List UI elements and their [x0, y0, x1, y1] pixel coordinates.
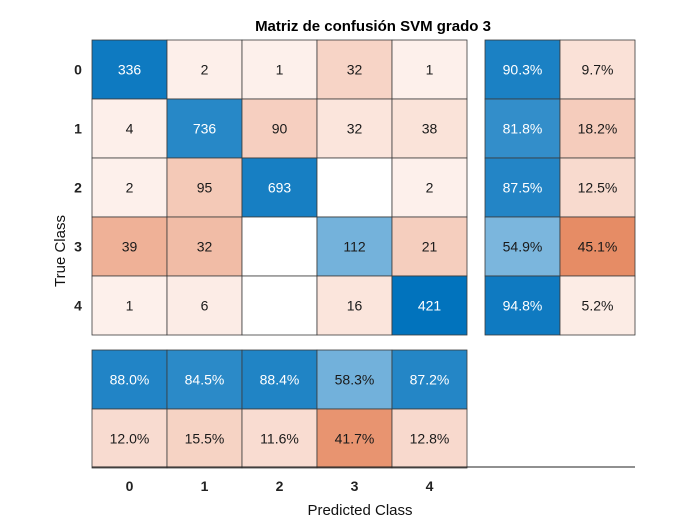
- row-summary-correct-cell: [484, 216, 561, 277]
- y-axis-label: True Class: [52, 215, 69, 287]
- column-summary-incorrect-cell: [91, 408, 168, 469]
- matrix-cell: [241, 216, 318, 277]
- column-summary-incorrect-value: 12.0%: [110, 431, 150, 447]
- row-summary-correct-value: 54.9%: [503, 239, 543, 255]
- matrix-cell-value: 21: [422, 239, 438, 255]
- row-summary-correct-cell: [484, 275, 561, 336]
- matrix-cell-value: 2: [126, 180, 134, 196]
- y-tick-label: 2: [74, 180, 82, 196]
- y-tick-label: 4: [74, 298, 82, 314]
- matrix-cell: [166, 157, 243, 218]
- row-summary-correct-value: 81.8%: [503, 121, 543, 137]
- x-tick-label: 1: [201, 478, 209, 494]
- column-summary-correct-value: 87.2%: [410, 372, 450, 388]
- matrix-cell: [316, 216, 393, 277]
- matrix-cell-value: 736: [193, 121, 217, 137]
- matrix-cell-value: 6: [201, 298, 209, 314]
- row-summary-incorrect-cell: [559, 39, 636, 100]
- matrix-cell: [241, 157, 318, 218]
- matrix-cell: [166, 275, 243, 336]
- matrix-cell: [316, 39, 393, 100]
- x-tick-label: 3: [351, 478, 359, 494]
- column-summary-incorrect-value: 15.5%: [185, 431, 225, 447]
- row-summary-incorrect-cell: [559, 216, 636, 277]
- matrix-cell-value: 1: [126, 298, 134, 314]
- column-summary-matrix: 88.0% 12.0% 84.5% 15.5% 88.4% 11.6% 58.3% 41.7%…: [91, 349, 468, 469]
- row-summary-correct-cell: [484, 157, 561, 218]
- chart-title: Matriz de confusión SVM grado 3: [255, 18, 491, 35]
- matrix-cell: [241, 39, 318, 100]
- matrix-cell: [391, 157, 468, 218]
- column-summary-correct-value: 88.0%: [110, 372, 150, 388]
- row-summary-incorrect-value: 9.7%: [582, 62, 614, 78]
- matrix-cell-value: 95: [197, 180, 213, 196]
- matrix-cell-value: 1: [426, 62, 434, 78]
- matrix-cell-value: 1: [276, 62, 284, 78]
- column-summary-incorrect-cell: [241, 408, 318, 469]
- row-summary-incorrect-value: 18.2%: [578, 121, 618, 137]
- matrix-cell: [391, 39, 468, 100]
- matrix-cell-value: 693: [268, 180, 292, 196]
- matrix-cell-value: 16: [347, 298, 363, 314]
- column-summary-incorrect-cell: [166, 408, 243, 469]
- row-summary-incorrect-cell: [559, 275, 636, 336]
- x-tick-label: 2: [276, 478, 284, 494]
- axis-ticks: 0 1 2 3 4 0 1 2 3 4: [74, 62, 434, 495]
- matrix-cell: [241, 275, 318, 336]
- matrix-cell-value: 2: [426, 180, 434, 196]
- y-tick-label: 3: [74, 239, 82, 255]
- matrix-cell: [316, 275, 393, 336]
- column-summary-incorrect-cell: [316, 408, 393, 469]
- matrix-cell-value: 32: [347, 121, 363, 137]
- row-summary-incorrect-value: 5.2%: [582, 298, 614, 314]
- matrix-cell: [391, 275, 468, 336]
- x-tick-label: 0: [126, 478, 134, 494]
- matrix-cell-value: 336: [118, 62, 142, 78]
- matrix-cell: [166, 39, 243, 100]
- matrix-cell: [91, 39, 168, 100]
- row-summary-incorrect-value: 12.5%: [578, 180, 618, 196]
- column-summary-correct-value: 58.3%: [335, 372, 375, 388]
- column-summary-correct-cell: [166, 349, 243, 410]
- matrix-cell-value: 421: [418, 298, 442, 314]
- column-summary-incorrect-value: 11.6%: [260, 431, 299, 447]
- main-matrix: 336 2 1 32 14 736 90 32 382 95 693 239 32 112 211 6 16 42…: [91, 39, 468, 336]
- y-tick-label: 0: [74, 62, 82, 78]
- matrix-cell-value: 38: [422, 121, 438, 137]
- row-summary-correct-value: 90.3%: [503, 62, 543, 78]
- matrix-cell-value: 32: [347, 62, 363, 78]
- row-summary-correct-value: 94.8%: [503, 298, 543, 314]
- row-summary-correct-cell: [484, 98, 561, 159]
- column-summary-incorrect-value: 41.7%: [335, 431, 375, 447]
- row-summary-incorrect-value: 45.1%: [578, 239, 618, 255]
- matrix-cell-value: 90: [272, 121, 288, 137]
- matrix-cell: [391, 98, 468, 159]
- matrix-cell-value: 32: [197, 239, 213, 255]
- column-summary-correct-value: 88.4%: [260, 372, 300, 388]
- matrix-cell-value: 4: [126, 121, 134, 137]
- matrix-cell: [316, 157, 393, 218]
- column-summary-correct-cell: [241, 349, 318, 410]
- column-summary-correct-value: 84.5%: [185, 372, 225, 388]
- matrix-cell: [391, 216, 468, 277]
- x-axis-label: Predicted Class: [307, 502, 412, 519]
- matrix-cell-value: 112: [343, 239, 366, 255]
- column-summary-incorrect-value: 12.8%: [410, 431, 450, 447]
- column-summary-correct-cell: [316, 349, 393, 410]
- row-summary-incorrect-cell: [559, 157, 636, 218]
- matrix-cell: [166, 216, 243, 277]
- row-summary-correct-cell: [484, 39, 561, 100]
- matrix-cell: [241, 98, 318, 159]
- matrix-cell-value: 2: [201, 62, 209, 78]
- matrix-cell: [91, 98, 168, 159]
- x-tick-label: 4: [426, 478, 434, 494]
- row-summary-correct-value: 87.5%: [503, 180, 543, 196]
- row-summary-matrix: 90.3% 9.7% 81.8% 18.2% 87.5% 12.5% 54.9% 45.1% 9…: [484, 39, 636, 336]
- row-summary-incorrect-cell: [559, 98, 636, 159]
- column-summary-incorrect-cell: [391, 408, 468, 469]
- y-tick-label: 1: [74, 121, 82, 137]
- matrix-cell-value: 39: [122, 239, 138, 255]
- matrix-cell: [91, 275, 168, 336]
